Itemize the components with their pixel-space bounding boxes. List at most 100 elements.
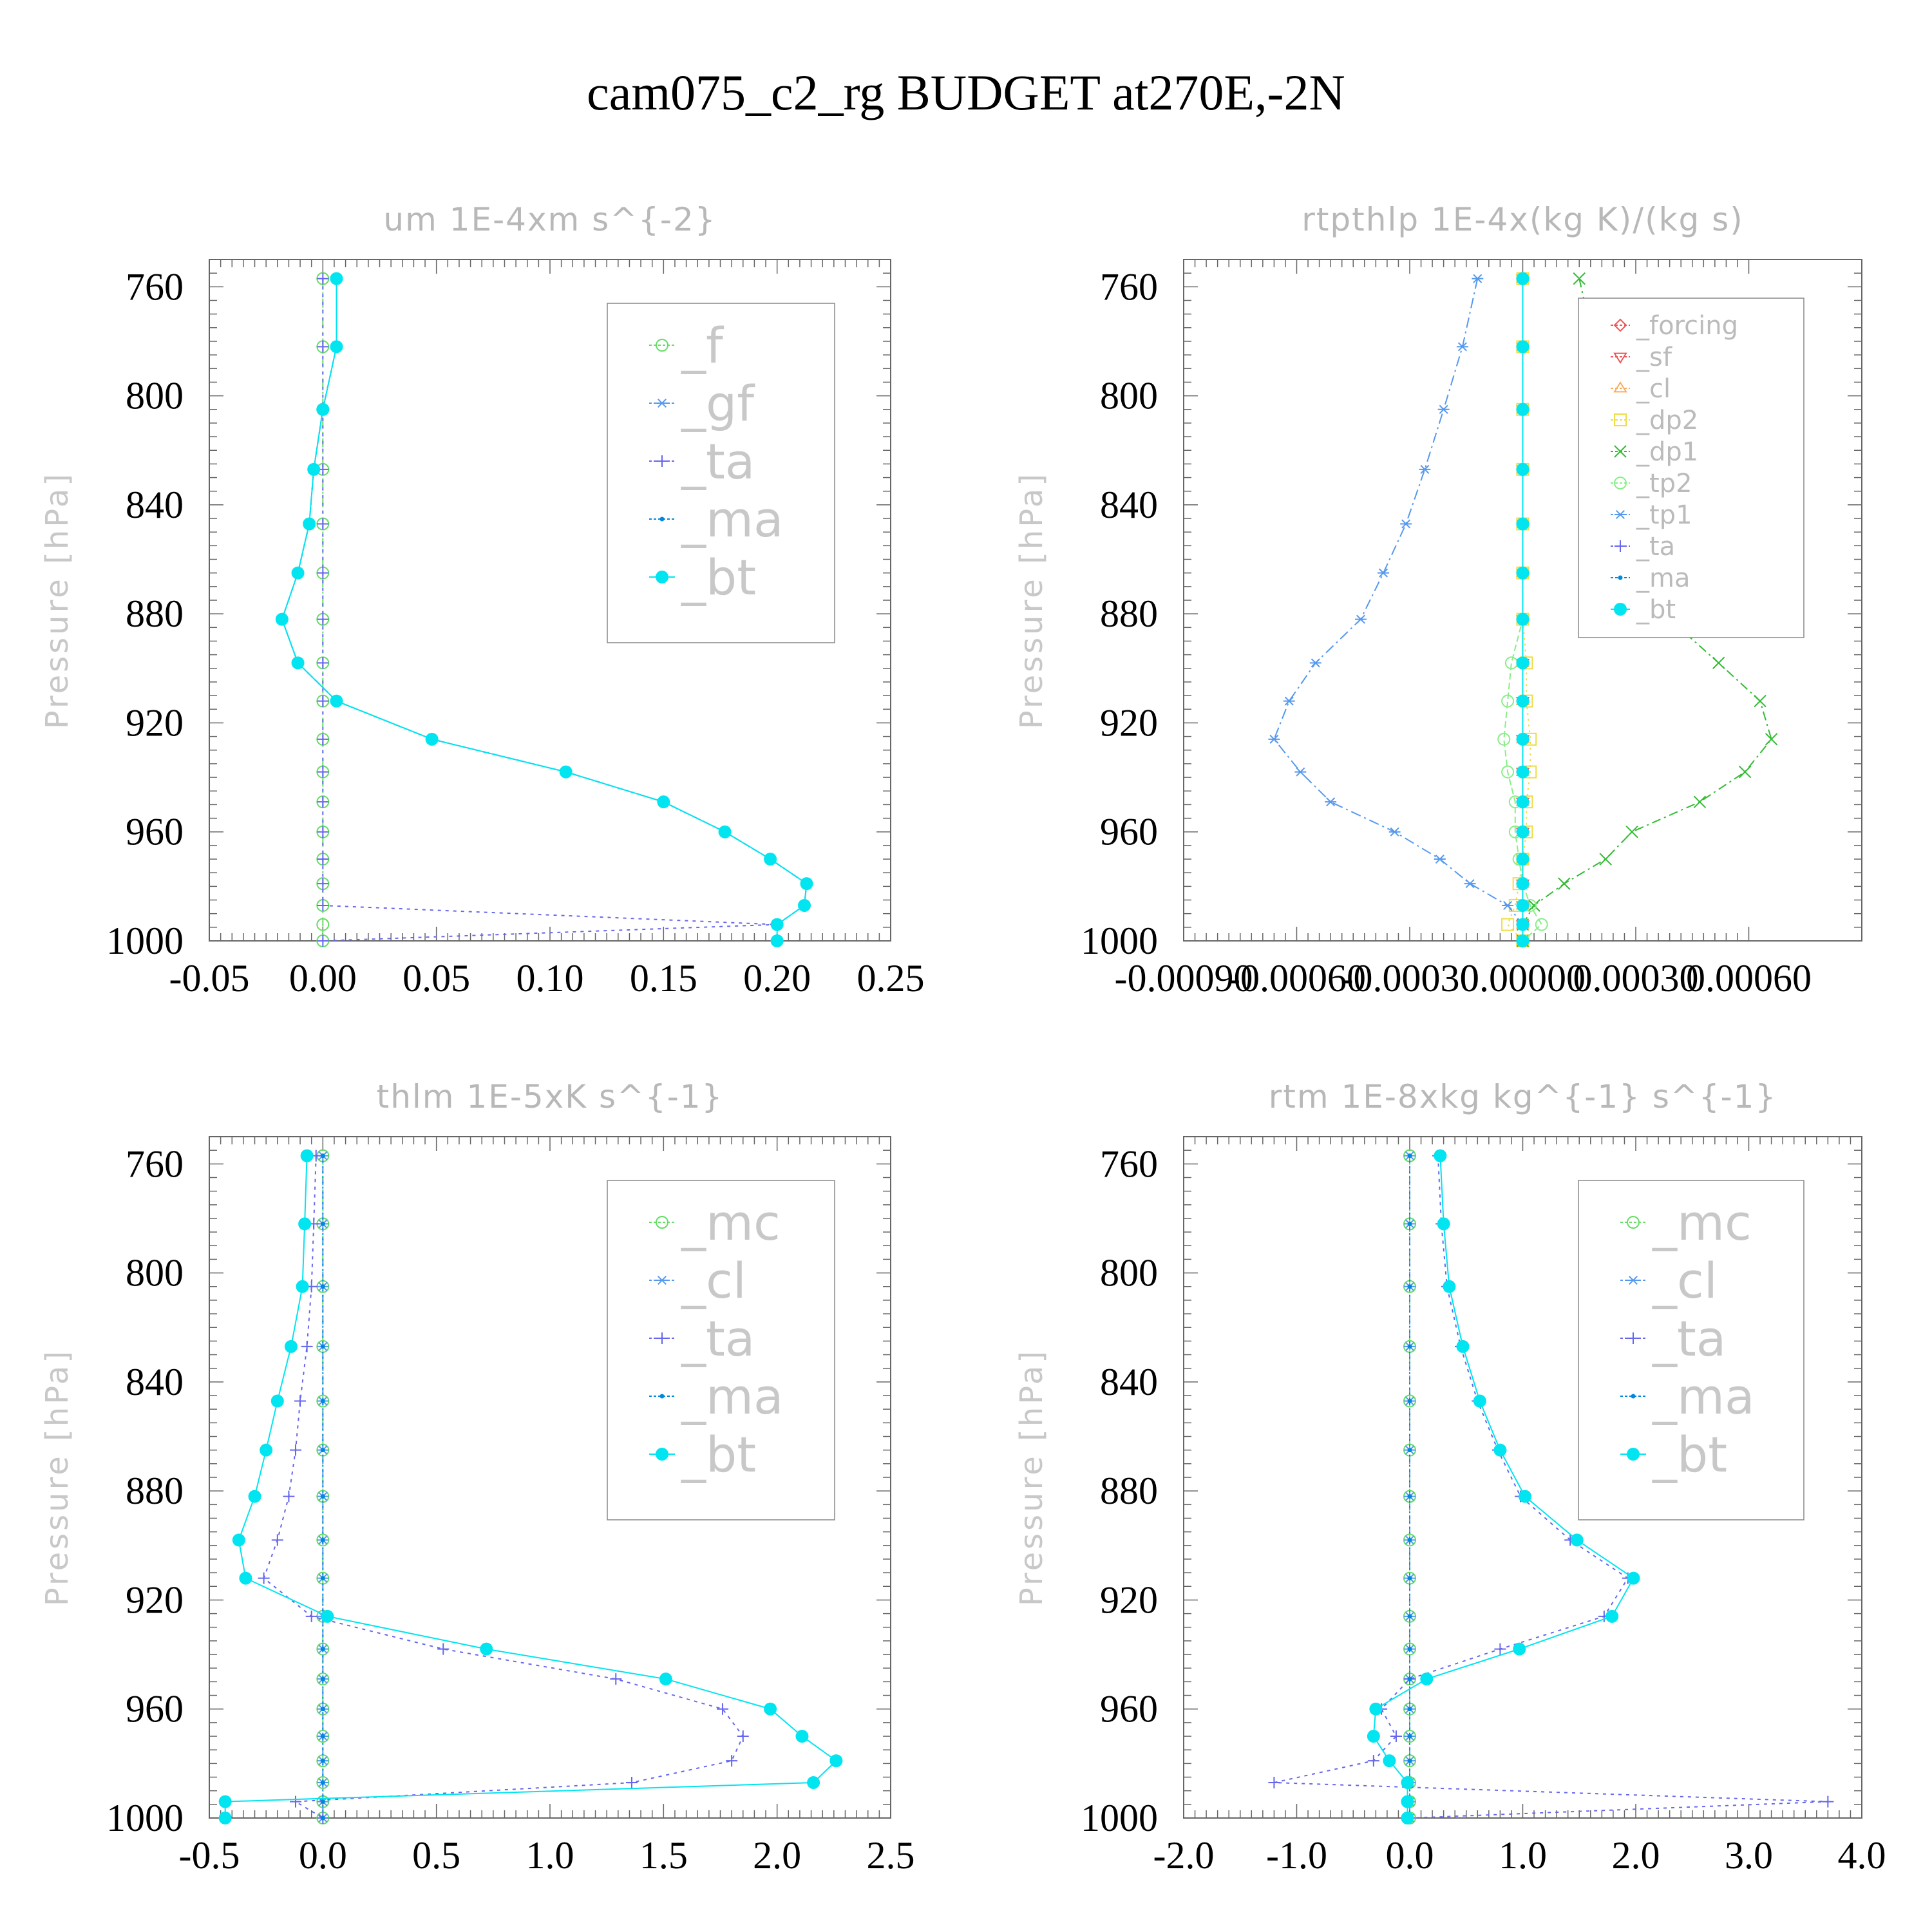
panel-title: thlm 1E-5xK s^{-1} <box>377 1078 724 1115</box>
data-point <box>800 877 813 891</box>
legend-label: _bt <box>1652 1426 1727 1483</box>
data-point <box>1494 1643 1506 1655</box>
data-point <box>1693 795 1707 808</box>
data-point <box>657 795 670 809</box>
data-point <box>317 567 329 579</box>
legend-marker <box>656 1216 668 1229</box>
data-point <box>1502 900 1514 910</box>
data-point <box>218 1795 232 1808</box>
panels-container: um 1E-4xm s^{-2} Pressure [hPa] 760 800 840 8… <box>39 201 1886 1877</box>
x-tick-label: 0.00060 <box>1686 957 1812 999</box>
legend-item: _cl <box>1611 374 1671 404</box>
legend-label: _ma <box>1652 1368 1755 1425</box>
legend-item: _tp1 <box>1611 500 1692 530</box>
y-tick-label: 800 <box>1100 1252 1158 1294</box>
data-point <box>1407 1153 1412 1159</box>
legend-label: _mc <box>681 1194 781 1251</box>
chart-panel-3: thlm 1E-5xK s^{-1} Pressure [hPa] 760 800 84… <box>39 1078 915 1877</box>
data-point <box>1765 733 1778 746</box>
legend-item: _ma <box>1620 1368 1755 1425</box>
chart-panel-4: rtm 1E-8xkg kg^{-1} s^{-1} Pressure [hPa]… <box>1014 1078 1886 1877</box>
legend-marker <box>659 516 665 522</box>
x-tick-label: 0.05 <box>402 957 470 999</box>
y-axis-label: Pressure [hPa] <box>39 1349 75 1606</box>
data-point <box>258 1572 270 1584</box>
legend-marker <box>656 455 668 467</box>
legend-box <box>607 1180 835 1520</box>
legend-item: _ta <box>649 433 755 490</box>
legend-label: _ma <box>681 491 784 548</box>
y-tick-label: 960 <box>1100 811 1158 853</box>
legend-item: _sf <box>1611 343 1672 372</box>
data-point <box>726 1755 738 1767</box>
data-point <box>1501 765 1515 779</box>
data-point <box>1437 1217 1450 1231</box>
legend-item: _gf <box>649 375 755 432</box>
data-point <box>1516 825 1530 838</box>
data-point <box>1497 732 1511 746</box>
data-point <box>1754 694 1766 708</box>
chart-panel-1: um 1E-4xm s^{-2} Pressure [hPa] 760 800 840 8… <box>39 201 925 999</box>
data-point <box>320 1647 325 1652</box>
data-point <box>248 1490 261 1503</box>
series-tp1 <box>1268 274 1529 946</box>
data-point <box>1513 1642 1526 1656</box>
legend-marker <box>656 571 668 583</box>
y-tick-label: 760 <box>1100 1142 1158 1185</box>
data-point <box>1516 517 1530 531</box>
legend-label: _f <box>681 317 724 374</box>
x-tick-label: -0.00060 <box>1227 957 1366 999</box>
data-point <box>320 1344 325 1349</box>
x-tick-label: 4.0 <box>1838 1834 1886 1877</box>
data-point <box>1501 694 1515 708</box>
data-point <box>270 1394 284 1408</box>
series-bt <box>1516 272 1530 947</box>
data-point <box>303 517 316 531</box>
data-point <box>1472 274 1484 283</box>
data-point <box>425 732 439 746</box>
data-point <box>1407 1221 1412 1226</box>
data-point <box>317 935 329 947</box>
data-point <box>1516 656 1530 670</box>
data-point <box>1407 1537 1412 1542</box>
y-tick-label: 760 <box>1100 265 1158 308</box>
y-tick-label: 840 <box>126 484 184 526</box>
legend-label: _tp1 <box>1636 500 1692 530</box>
data-point <box>1407 1344 1412 1349</box>
data-point <box>320 1707 325 1712</box>
data-point <box>1407 1758 1412 1763</box>
series-ma <box>1407 1153 1412 1821</box>
legend-item: _ma <box>649 491 784 548</box>
minor-ticks <box>209 259 891 942</box>
series-bt <box>1367 1149 1640 1824</box>
legend-marker <box>1631 1394 1636 1399</box>
legend-item: _ta <box>1620 1310 1726 1367</box>
data-point <box>317 766 329 778</box>
data-point <box>317 853 329 866</box>
panel-title: rtm 1E-8xkg kg^{-1} s^{-1} <box>1269 1078 1777 1115</box>
series-bt <box>218 1149 843 1824</box>
legend-label: _mc <box>1652 1194 1752 1251</box>
y-tick-label: 880 <box>1100 1470 1158 1512</box>
data-point <box>320 1758 325 1763</box>
y-tick-label: 840 <box>1100 1361 1158 1403</box>
data-point <box>330 340 343 354</box>
legend-label: _bt <box>681 1426 756 1483</box>
data-point <box>1407 1734 1412 1739</box>
data-point <box>1599 853 1612 866</box>
data-point <box>1516 934 1530 947</box>
data-point <box>1407 1399 1412 1404</box>
legend-marker <box>1615 540 1626 552</box>
y-tick-label: 960 <box>126 811 184 853</box>
x-tick-label: 3.0 <box>1725 1834 1773 1877</box>
data-point <box>764 853 777 866</box>
legend-marker <box>656 1448 668 1461</box>
legend-marker <box>1615 509 1626 520</box>
legend-item: _bt <box>1620 1426 1727 1483</box>
data-point <box>1400 519 1412 529</box>
legend-item: _cl <box>1620 1252 1718 1309</box>
data-point <box>1309 658 1321 668</box>
legend-item: _mc <box>649 1194 781 1251</box>
data-point <box>1437 404 1450 414</box>
legend-item: _bt <box>649 1426 756 1483</box>
